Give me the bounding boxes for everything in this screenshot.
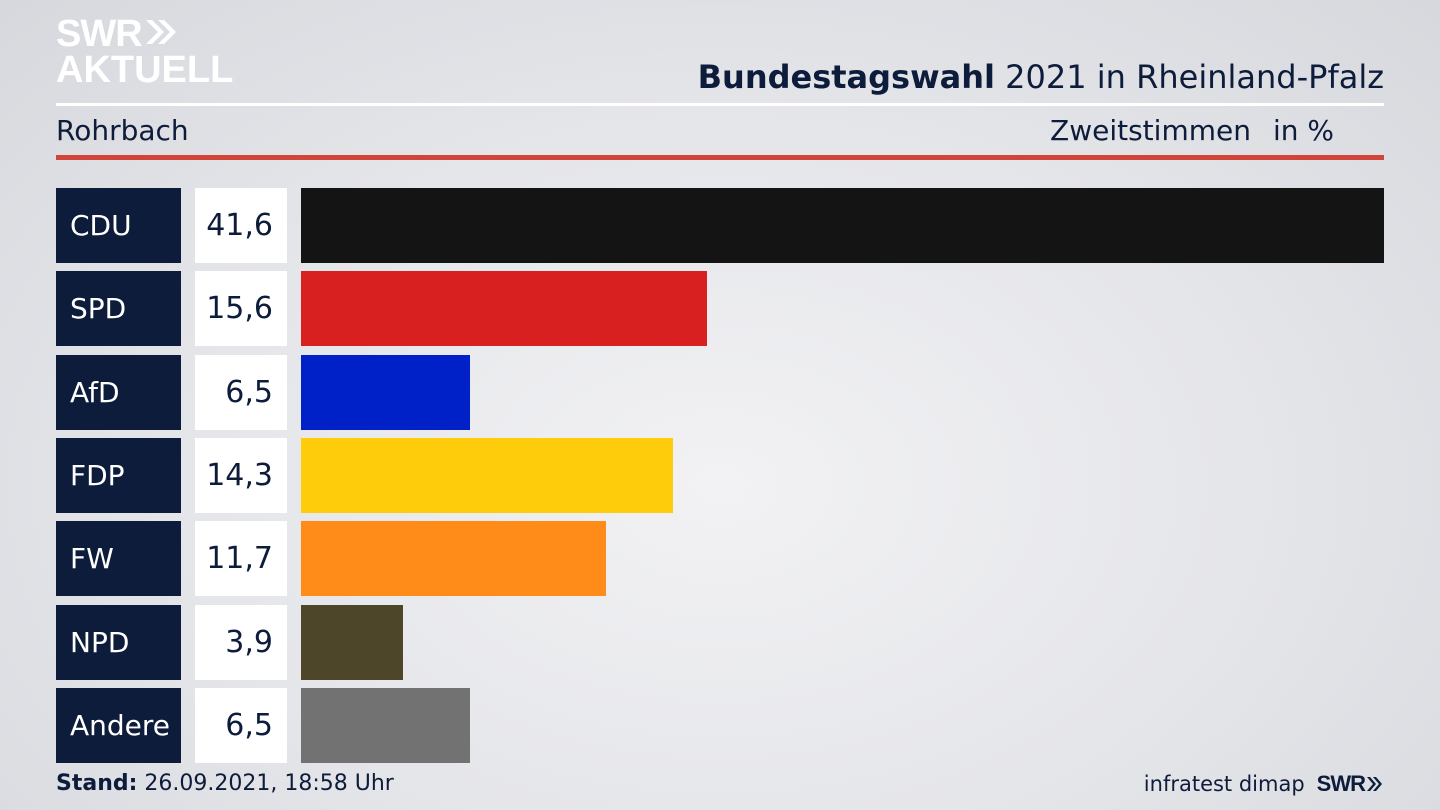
party-label: AfD — [56, 355, 181, 430]
header-divider — [56, 103, 1384, 106]
bar-cdu — [301, 188, 1384, 263]
party-label: CDU — [56, 188, 181, 263]
source-label: infratest dimap — [1143, 772, 1305, 796]
swr-aktuell-logo: SWR AKTUELL — [56, 13, 234, 91]
value-label: 11,7 — [195, 521, 287, 596]
bar-andere — [301, 688, 470, 763]
swr-brand-text: SWR — [1316, 771, 1366, 796]
bar-spd — [301, 271, 707, 346]
stand-label: Stand: — [56, 771, 138, 796]
value-label: 6,5 — [195, 355, 287, 430]
party-label: FDP — [56, 438, 181, 513]
bar-fw — [301, 521, 606, 596]
metric-text: Zweitstimmen — [1050, 114, 1251, 147]
party-label: NPD — [56, 605, 181, 680]
bar-fdp — [301, 438, 673, 513]
value-label: 14,3 — [195, 438, 287, 513]
party-label: Andere — [56, 688, 181, 763]
logo-aktuell-text: AKTUELL — [56, 49, 234, 91]
bar-afd — [301, 355, 470, 430]
region-label: Rohrbach — [56, 114, 189, 147]
value-label: 41,6 — [195, 188, 287, 263]
party-label: SPD — [56, 271, 181, 346]
bar-npd — [301, 605, 403, 680]
title-rest: 2021 in Rheinland-Pfalz — [995, 58, 1384, 96]
stand-value: 26.09.2021, 18:58 Uhr — [137, 771, 394, 796]
title-bold: Bundestagswahl — [697, 58, 995, 96]
header-accent-rule — [56, 155, 1384, 160]
value-label: 6,5 — [195, 688, 287, 763]
value-label: 15,6 — [195, 271, 287, 346]
chart-title: Bundestagswahl 2021 in Rheinland-Pfalz — [698, 58, 1384, 96]
metric-label: Zweitstimmen in % — [1050, 114, 1334, 147]
double-chevron-icon — [144, 16, 178, 52]
value-label: 3,9 — [195, 605, 287, 680]
swr-brand: SWR — [1317, 771, 1384, 797]
small-chevron-icon — [1367, 777, 1382, 791]
footer-credits: infratest dimap SWR — [1144, 771, 1384, 797]
logo-swr-text: SWR — [56, 13, 143, 55]
timestamp: Stand: 26.09.2021, 18:58 Uhr — [56, 771, 394, 796]
unit-label: in % — [1272, 114, 1334, 147]
party-label: FW — [56, 521, 181, 596]
